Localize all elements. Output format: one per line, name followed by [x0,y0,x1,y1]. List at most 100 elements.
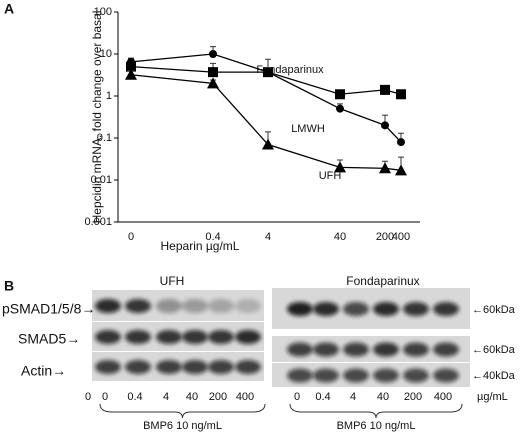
x-tick-label: 0.4 [205,231,220,243]
y-tick-label: 100 [94,6,112,18]
band [433,368,459,383]
band [287,342,313,357]
x-axis-label: Heparin µg/mL [161,239,240,253]
band [95,330,121,344]
marker [397,138,405,147]
band [182,360,208,374]
y-tick-label: 10 [100,48,112,60]
band [156,299,182,313]
lane-label: 0 [102,391,108,403]
marker [125,68,137,80]
x-tick-label: 400 [392,231,410,243]
brace [99,403,266,419]
lane-label: 0.4 [315,391,330,403]
marker [396,89,406,100]
size-marker: ←40kDa [472,370,516,382]
brace [289,403,463,419]
band [287,302,313,316]
band [403,342,429,357]
y-axis-label: Hepcidin mRNA, fold change over basal [90,11,104,224]
band [125,330,151,344]
line [130,74,402,171]
band [125,299,151,313]
band [235,299,261,313]
lane-label: 40 [377,391,389,403]
group-title: UFH [160,274,185,288]
series [125,68,407,176]
y-tick-label: 0.1 [97,132,112,144]
band [373,368,399,383]
band [156,360,182,374]
lane-label: 200 [209,391,227,403]
marker [381,121,389,130]
row-label: Actin→ [21,363,66,379]
band [313,302,339,316]
lane-label: 400 [434,391,452,403]
band [95,299,121,313]
band [313,368,339,383]
size-marker: ←60kDa [472,304,516,316]
lane-label: 0 [294,391,300,403]
band [287,368,313,383]
band [208,360,234,374]
band [235,330,261,344]
band [125,360,151,374]
lane-label: 200 [404,391,422,403]
marker [262,138,274,150]
band [433,342,459,357]
control-lane-label: 0 [85,391,91,403]
series-label: LMWH [291,123,325,135]
band [433,302,459,316]
lane-label: 400 [236,391,254,403]
marker [380,84,390,95]
band [403,302,429,316]
treatment-label: BMP6 10 ng/mL [337,420,416,432]
y-tick-label: 0.001 [84,216,112,228]
lane-label: 40 [186,391,198,403]
marker [127,57,135,66]
band [343,368,369,383]
marker [335,89,345,100]
lane-label: 0.4 [127,391,142,403]
y-tick-label: 1 [106,90,112,102]
band [373,302,399,316]
size-marker: ←60kDa [472,344,516,356]
group-title: Fondaparinux [346,274,419,288]
lane-label: 4 [163,391,169,403]
marker [395,164,407,176]
row-label: pSMAD1/5/8→ [2,301,95,317]
treatment-label: BMP6 10 ng/mL [143,420,222,432]
band [208,299,234,313]
marker [336,104,344,113]
band [156,330,182,344]
band [373,342,399,357]
y-tick-label: 0.01 [91,174,112,186]
lane-label: 4 [350,391,356,403]
series [127,46,405,147]
marker [264,68,272,77]
band [95,360,121,374]
x-tick-label: 4 [265,231,271,243]
band [313,342,339,357]
panel-label: A [4,1,14,17]
marker [208,67,218,78]
band [182,330,208,344]
marker [209,50,217,58]
band [235,360,261,374]
unit-label: µg/mL [477,391,508,403]
panel-label: B [4,278,14,294]
row-label: SMAD5→ [18,331,80,347]
marker [379,162,391,174]
band [343,302,369,316]
band [208,330,234,344]
band [343,342,369,357]
band [403,368,429,383]
band [182,299,208,313]
marker [334,161,346,173]
x-tick-label: 0 [128,231,134,243]
series-label: Fondaparinux [256,64,324,76]
series-label: UFH [319,170,342,182]
